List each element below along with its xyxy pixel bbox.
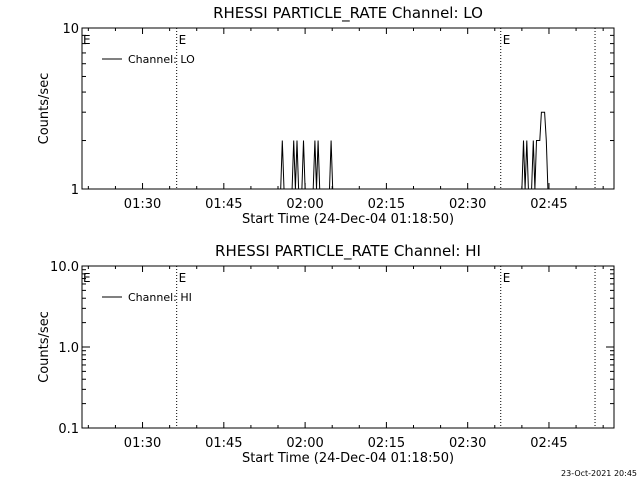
event-marker-label: E xyxy=(503,33,511,47)
x-tick-label: 02:15 xyxy=(368,436,405,451)
x-tick-label: 02:45 xyxy=(530,436,567,451)
y-tick-label: 0.1 xyxy=(58,422,79,437)
y-tick-label: 10 xyxy=(62,22,79,37)
x-tick-label: 01:30 xyxy=(124,436,161,451)
x-tick-label: 01:45 xyxy=(205,197,242,212)
x-tick-label: 02:45 xyxy=(530,197,567,212)
event-marker-label: E xyxy=(503,271,511,285)
event-marker-label: E xyxy=(179,33,187,47)
y-tick-label: 1 xyxy=(71,183,79,198)
footer-timestamp: 23-Oct-2021 20:45 xyxy=(561,469,637,478)
series-line-channel-lo xyxy=(82,111,614,190)
x-tick-label: 01:45 xyxy=(205,436,242,451)
y-tick-label: 1.0 xyxy=(58,341,79,356)
x-tick-label: 02:30 xyxy=(449,197,486,212)
x-axis-label: Start Time (24-Dec-04 01:18:50) xyxy=(242,212,454,227)
chart-title: RHESSI PARTICLE_RATE Channel: HI xyxy=(215,242,481,261)
x-tick-label: 01:30 xyxy=(124,197,161,212)
legend-label: Channel: HI xyxy=(128,291,192,304)
chart-title: RHESSI PARTICLE_RATE Channel: LO xyxy=(213,4,483,23)
x-tick-label: 02:00 xyxy=(286,197,323,212)
x-tick-label: 02:00 xyxy=(286,436,323,451)
y-axis-label: Counts/sec xyxy=(37,73,52,145)
legend-label: Channel: LO xyxy=(128,53,195,66)
event-marker-label: E xyxy=(179,271,187,285)
x-tick-label: 02:15 xyxy=(368,197,405,212)
x-tick-label: 02:30 xyxy=(449,436,486,451)
x-axis-label: Start Time (24-Dec-04 01:18:50) xyxy=(242,451,454,466)
chart-panel-hi: RHESSI PARTICLE_RATE Channel: HI 01:30 01:… xyxy=(37,242,615,466)
y-axis-label: Counts/sec xyxy=(37,311,52,383)
left-edge-marker-label: E xyxy=(83,33,91,47)
chart-panel-lo: RHESSI PARTICLE_RATE Channel: LO 01:30 01:… xyxy=(37,4,615,227)
left-edge-marker-label: E xyxy=(83,271,91,285)
y-tick-label: 10.0 xyxy=(50,260,79,275)
